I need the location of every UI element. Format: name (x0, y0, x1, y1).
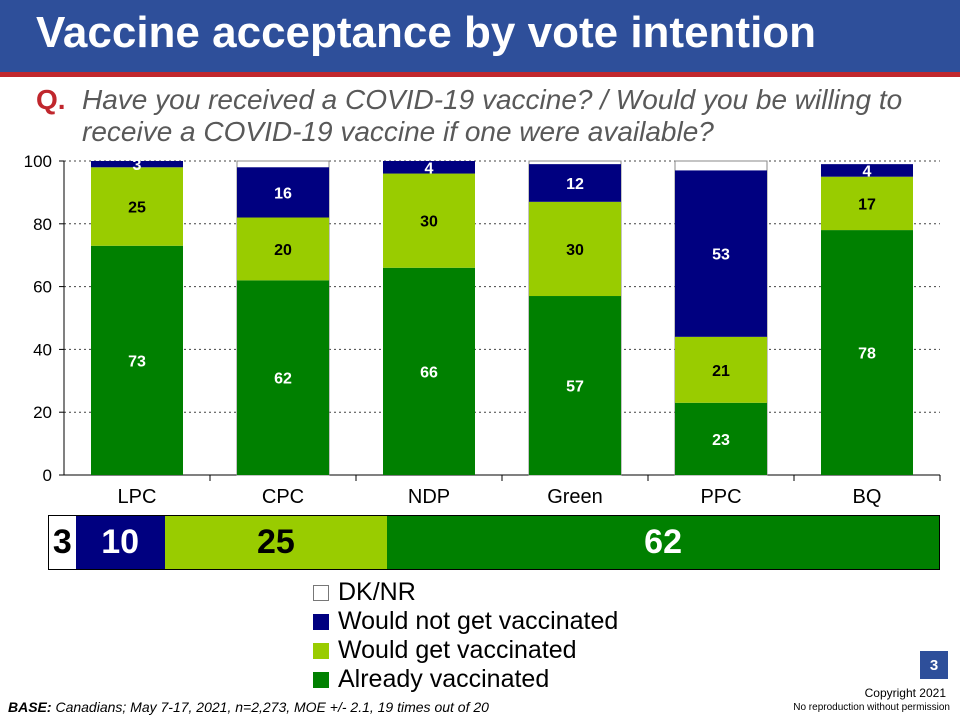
y-tick-label: 80 (33, 215, 52, 234)
legend-label-dknr: DK/NR (338, 578, 416, 606)
data-label: 78 (858, 346, 876, 363)
overall-value-already: 62 (644, 523, 682, 561)
overall-segment-would-not: 10 (75, 516, 165, 569)
legend-item-dknr: DK/NR (313, 578, 618, 607)
no-reproduction-notice: No reproduction without permission (793, 702, 950, 713)
data-label: 3 (133, 157, 142, 174)
legend-swatch-dknr (313, 584, 329, 601)
header-bar (0, 0, 960, 72)
y-tick-label: 40 (33, 340, 52, 359)
overall-value-would-get: 25 (257, 523, 295, 561)
bar-segment-already (383, 267, 475, 475)
data-label: 62 (274, 371, 292, 388)
data-label: 73 (128, 353, 146, 370)
bar-segment-already (529, 296, 621, 475)
y-tick-label: 20 (33, 403, 52, 422)
x-category-label: CPC (262, 486, 304, 508)
bar-segment-already (91, 245, 183, 475)
page-title: Vaccine acceptance by vote intention (36, 8, 817, 57)
legend-label-already: Already vaccinated (338, 665, 550, 693)
bar-segment-would-not (675, 170, 767, 337)
data-label: 17 (858, 196, 876, 213)
legend: DK/NR Would not get vaccinated Would get… (313, 578, 618, 694)
bar-segment-would-get (237, 217, 329, 281)
data-label: 23 (712, 432, 730, 449)
legend-item-would-get: Would get vaccinated (313, 636, 618, 665)
question-text: Have you received a COVID-19 vaccine? / … (82, 84, 903, 147)
bar-segment-already (675, 402, 767, 475)
page-number: 3 (920, 651, 948, 679)
bar-segment-would-get (675, 336, 767, 403)
data-label: 12 (566, 176, 584, 193)
bar-segment-would-get (529, 201, 621, 297)
data-label: 66 (420, 364, 438, 381)
y-tick-label: 100 (24, 152, 52, 171)
copyright: Copyright 2021 (864, 686, 946, 700)
legend-swatch-already (313, 671, 329, 688)
overall-segment-dknr: 3 (49, 516, 76, 569)
data-label: 30 (420, 214, 438, 231)
y-tick-label: 60 (33, 278, 52, 297)
y-tick-label: 0 (43, 466, 52, 485)
x-category-label: LPC (118, 486, 157, 508)
x-category-label: Green (547, 486, 603, 508)
x-category-label: NDP (408, 486, 450, 508)
bar-segment-already (821, 230, 913, 475)
legend-item-would-not: Would not get vaccinated (313, 607, 618, 636)
bar-segment-would-get (821, 176, 913, 231)
legend-swatch-would-get (313, 642, 329, 659)
x-category-label: BQ (853, 486, 882, 508)
bar-segment-would-get (383, 173, 475, 268)
bar-segment-would-not (237, 167, 329, 218)
bar-segment-would-not (91, 161, 183, 168)
stacked-bar-chart: 0 20 40 60 80 100 73 25 3 LPC 62 20 16 CPC 66 30 4 NDP 57 3… (24, 152, 941, 508)
data-label: 53 (712, 247, 730, 264)
data-label: 4 (863, 163, 872, 180)
data-label: 30 (566, 242, 584, 259)
bar-segment-would-not (383, 161, 475, 174)
bar-segment-would-not (821, 164, 913, 177)
overall-segment-already: 62 (387, 516, 939, 569)
data-label: 20 (274, 242, 292, 259)
data-label: 57 (566, 379, 584, 396)
bar-segment-already (237, 280, 329, 475)
legend-swatch-would-not (313, 613, 329, 630)
x-category-label: PPC (700, 486, 741, 508)
overall-stacked-bar: 3 10 25 62 (48, 515, 940, 570)
legend-label-would-not: Would not get vaccinated (338, 607, 619, 635)
data-label: 25 (128, 200, 146, 217)
bar-segment-would-not (529, 164, 621, 202)
data-label: 16 (274, 185, 292, 202)
header-accent-line (0, 72, 960, 77)
base-note: BASE: Canadians; May 7-17, 2021, n=2,273… (8, 699, 489, 715)
overall-value-would-not: 10 (101, 523, 140, 561)
data-label: 21 (712, 363, 730, 380)
legend-label-would-get: Would get vaccinated (338, 636, 577, 664)
base-text: Canadians; May 7-17, 2021, n=2,273, MOE … (51, 699, 489, 715)
overall-value-dknr: 3 (52, 523, 72, 561)
question-label: Q. (36, 84, 66, 115)
overall-segment-would-get: 25 (164, 516, 388, 569)
data-label: 4 (425, 160, 434, 177)
base-label: BASE: (8, 699, 52, 715)
legend-item-already: Already vaccinated (313, 665, 618, 694)
bar-segment-would-get (91, 167, 183, 246)
